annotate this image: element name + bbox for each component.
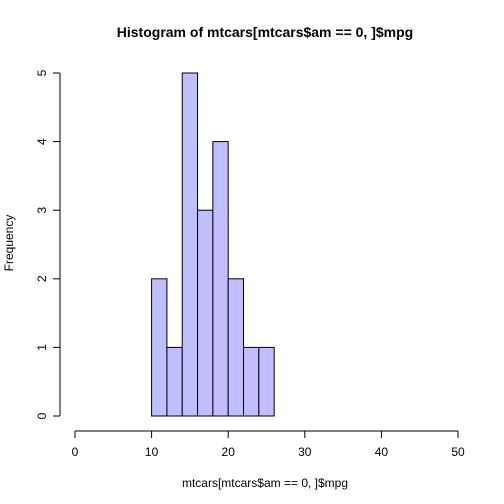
chart-title: Histogram of mtcars[mtcars$am == 0, ]$mp… — [117, 24, 413, 40]
y-tick-label: 4 — [35, 138, 49, 145]
x-tick-label: 30 — [298, 445, 312, 459]
x-tick-label: 50 — [451, 445, 465, 459]
x-axis: 0 10 20 30 40 50 — [72, 430, 465, 459]
histogram-bar — [258, 346, 275, 417]
histogram-bar — [243, 346, 260, 417]
x-tick-label: 20 — [222, 445, 236, 459]
x-axis-label: mtcars[mtcars$am == 0, ]$mpg — [182, 476, 348, 490]
histogram-bars — [151, 72, 275, 417]
histogram-bar — [181, 72, 199, 417]
histogram-bar — [212, 141, 229, 417]
x-tick-label: 10 — [145, 445, 159, 459]
y-tick-label: 5 — [35, 69, 49, 76]
x-tick-label: 0 — [72, 445, 79, 459]
y-tick-label: 3 — [35, 207, 49, 214]
y-axis: 0 1 2 3 4 5 — [35, 69, 61, 419]
histogram-bar — [227, 278, 245, 417]
x-tick-label: 40 — [375, 445, 389, 459]
y-tick-label: 2 — [35, 275, 49, 282]
y-tick-label: 1 — [35, 344, 49, 351]
y-axis-label: Frequency — [2, 215, 16, 272]
histogram-bar — [197, 209, 214, 417]
histogram-bar — [166, 346, 183, 417]
histogram-bar — [151, 278, 168, 417]
y-tick-label: 0 — [35, 412, 49, 419]
